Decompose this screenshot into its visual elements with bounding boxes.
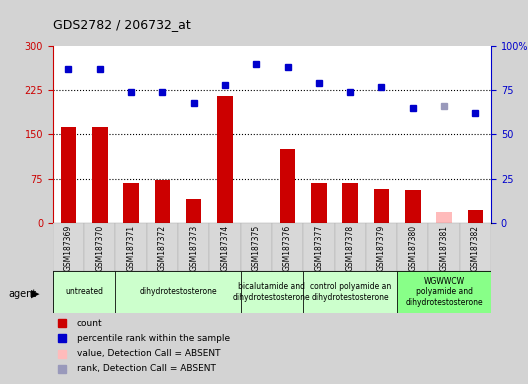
Bar (53, 271, 116, 313)
Bar (186, 199, 202, 223)
Bar (116, 271, 241, 313)
Text: ▶: ▶ (31, 289, 40, 299)
Text: count: count (77, 319, 102, 328)
Text: GSM187381: GSM187381 (440, 225, 449, 271)
Bar (428, 223, 460, 271)
Bar (303, 271, 397, 313)
Text: GSM187375: GSM187375 (252, 225, 261, 271)
Bar (53, 223, 84, 271)
Bar (397, 223, 428, 271)
Bar (342, 183, 358, 223)
Bar (436, 212, 452, 223)
Bar (366, 223, 397, 271)
Bar (116, 223, 147, 271)
Bar (405, 190, 421, 223)
Text: GSM187380: GSM187380 (408, 225, 417, 271)
Bar (241, 223, 272, 271)
Text: untreated: untreated (65, 287, 103, 296)
Bar (209, 223, 241, 271)
Bar (241, 271, 303, 313)
Bar (397, 271, 491, 313)
Bar (374, 189, 389, 223)
Text: rank, Detection Call = ABSENT: rank, Detection Call = ABSENT (77, 364, 216, 373)
Text: GSM187370: GSM187370 (95, 225, 104, 271)
Text: GSM187379: GSM187379 (377, 225, 386, 271)
Bar (280, 149, 295, 223)
Text: GSM187373: GSM187373 (189, 225, 198, 271)
Text: bicalutamide and
dihydrotestosterone: bicalutamide and dihydrotestosterone (233, 282, 311, 301)
Bar (84, 223, 116, 271)
Text: agent: agent (8, 289, 36, 299)
Text: percentile rank within the sample: percentile rank within the sample (77, 334, 230, 343)
Bar (335, 223, 366, 271)
Text: GSM187382: GSM187382 (471, 225, 480, 271)
Text: GSM187374: GSM187374 (221, 225, 230, 271)
Text: GSM187378: GSM187378 (346, 225, 355, 271)
Bar (155, 180, 170, 223)
Text: control polyamide an
dihydrotestosterone: control polyamide an dihydrotestosterone (309, 282, 391, 301)
Text: GSM187371: GSM187371 (127, 225, 136, 271)
Text: WGWWCW
polyamide and
dihydrotestosterone: WGWWCW polyamide and dihydrotestosterone (406, 277, 483, 307)
Text: GSM187376: GSM187376 (283, 225, 292, 271)
Text: GSM187369: GSM187369 (64, 225, 73, 271)
Text: GDS2782 / 206732_at: GDS2782 / 206732_at (53, 18, 191, 31)
Bar (460, 223, 491, 271)
Bar (147, 223, 178, 271)
Text: dihydrotestosterone: dihydrotestosterone (139, 287, 217, 296)
Bar (123, 183, 139, 223)
Bar (311, 183, 327, 223)
Bar (178, 223, 209, 271)
Bar (272, 223, 303, 271)
Bar (217, 96, 233, 223)
Bar (61, 127, 76, 223)
Text: value, Detection Call = ABSENT: value, Detection Call = ABSENT (77, 349, 220, 358)
Text: GSM187372: GSM187372 (158, 225, 167, 271)
Bar (468, 210, 483, 223)
Bar (303, 223, 335, 271)
Text: GSM187377: GSM187377 (314, 225, 323, 271)
Bar (92, 127, 108, 223)
